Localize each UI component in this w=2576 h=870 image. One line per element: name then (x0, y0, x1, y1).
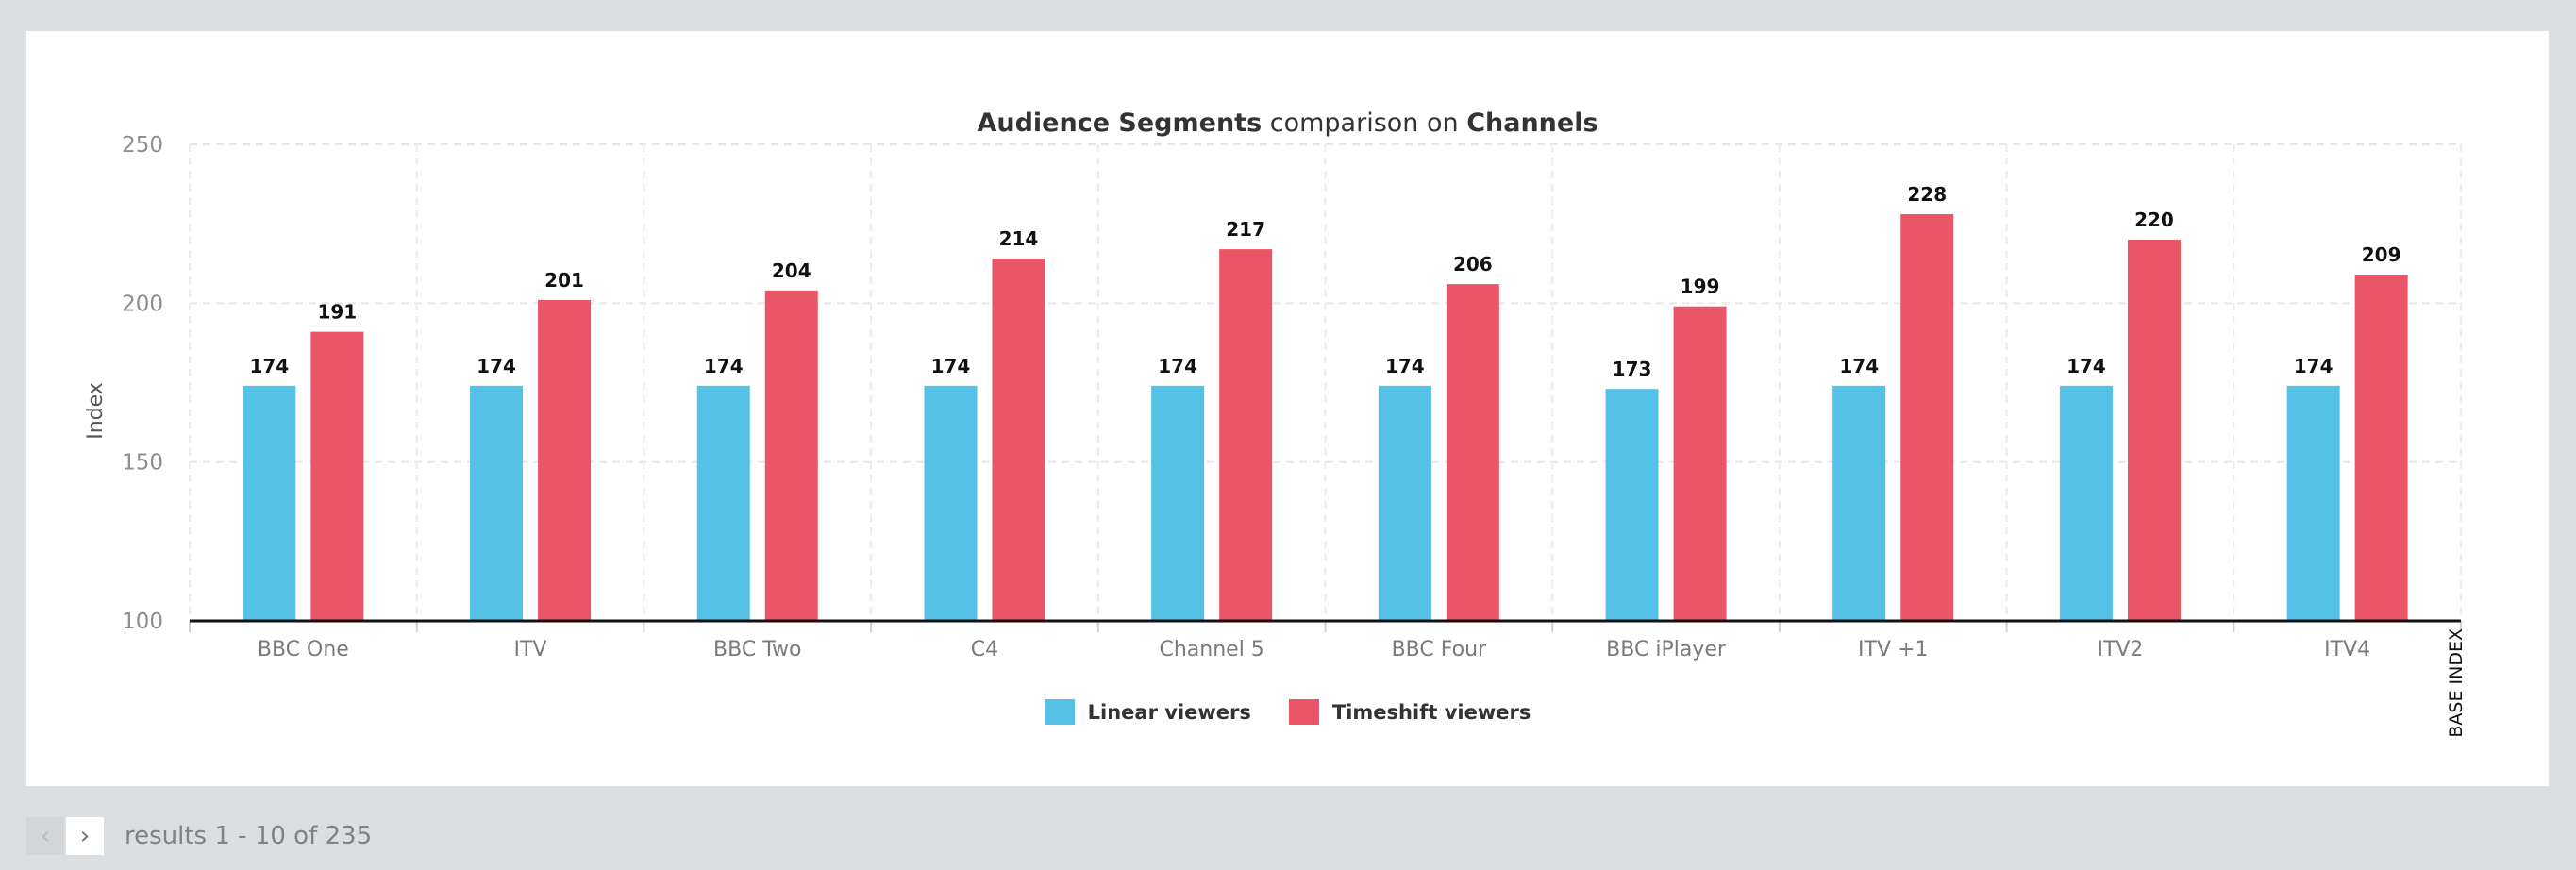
data-labels: 174 191 174 201 174 204 174 214 174 217 174 206 173 1… (249, 183, 2400, 380)
bar-value-label: 201 (544, 269, 584, 292)
bar-value-label: 174 (249, 355, 289, 377)
bar-value-label: 174 (2294, 355, 2333, 377)
legend-item-linear[interactable]: Linear viewers (1044, 699, 1251, 725)
y-tick-label: 100 (122, 610, 163, 634)
bar-linear[interactable] (924, 385, 978, 621)
bar-value-label: 174 (2066, 355, 2106, 377)
chart-title-part-1: Audience Segments (977, 109, 1263, 138)
chart-title-part-2: comparison on (1262, 109, 1467, 138)
chevron-right-icon: › (79, 822, 91, 850)
x-tick-label: ITV +1 (1858, 638, 1928, 661)
bar-value-label: 220 (2134, 209, 2174, 231)
legend-swatch-linear (1044, 699, 1075, 725)
bar-linear[interactable] (2059, 385, 2113, 621)
chevron-left-icon: ‹ (40, 822, 51, 850)
previous-page-button[interactable]: ‹ (26, 817, 64, 855)
x-tick-label: Channel 5 (1159, 638, 1263, 661)
y-tick-label: 250 (122, 133, 163, 158)
legend-swatch-timeshift (1288, 699, 1319, 725)
bar-value-label: 204 (772, 259, 811, 282)
x-tick-label: BBC One (258, 638, 349, 661)
bar-linear[interactable] (470, 385, 524, 621)
bar-value-label: 174 (1839, 355, 1879, 377)
bar-timeshift[interactable] (1219, 249, 1273, 621)
grid-lines (189, 143, 2462, 621)
chart-title: Audience Segments comparison on Channels (26, 109, 2549, 138)
bar-linear[interactable] (1832, 385, 1886, 621)
axes: 100 150 200 250 BBC One ITV BBC Two C4 Channel 5… (84, 133, 2467, 738)
bar-value-label: 214 (999, 227, 1039, 250)
bar-linear[interactable] (696, 385, 750, 621)
bar-value-label: 209 (2362, 243, 2401, 266)
x-tick-label: BBC Four (1392, 638, 1487, 661)
chart-card: Audience Segments comparison on Channels… (26, 31, 2549, 786)
bar-linear[interactable] (1378, 385, 1431, 621)
bar-value-label: 174 (477, 355, 516, 377)
pagination: ‹ › results 1 - 10 of 235 (26, 817, 372, 855)
bars (243, 214, 2408, 622)
chart-legend: Linear viewers Timeshift viewers (26, 699, 2549, 725)
x-tick-label: BBC iPlayer (1606, 638, 1727, 661)
bar-timeshift[interactable] (1900, 214, 1954, 622)
bar-value-label: 174 (1385, 355, 1425, 377)
legend-item-timeshift[interactable]: Timeshift viewers (1288, 699, 1531, 725)
x-tick-label: ITV (514, 638, 547, 661)
results-count: results 1 - 10 of 235 (125, 822, 373, 850)
bar-timeshift[interactable] (1673, 306, 1727, 621)
bar-value-label: 217 (1226, 218, 1265, 241)
bar-value-label: 228 (1907, 183, 1947, 206)
bar-value-label: 206 (1453, 253, 1493, 276)
bar-chart: 1741911742011742041742141742171742061731… (84, 133, 2467, 738)
y-tick-label: 150 (122, 451, 163, 476)
bar-timeshift[interactable] (764, 290, 818, 621)
bar-value-label: 174 (931, 355, 971, 377)
y-tick-label: 200 (122, 292, 163, 316)
bar-timeshift[interactable] (992, 259, 1045, 621)
bar-timeshift[interactable] (1446, 284, 1499, 621)
bar-timeshift[interactable] (538, 299, 592, 621)
bar-linear[interactable] (1151, 385, 1205, 621)
bar-value-label: 173 (1613, 358, 1652, 380)
bar-linear[interactable] (243, 385, 296, 621)
bar-linear[interactable] (1605, 389, 1659, 621)
x-tick-label: C4 (971, 638, 998, 661)
bar-timeshift[interactable] (310, 331, 364, 621)
bar-value-label: 174 (1158, 355, 1197, 377)
bar-value-label: 199 (1681, 276, 1720, 298)
bar-timeshift[interactable] (2127, 240, 2181, 621)
bar-value-label: 174 (704, 355, 744, 377)
legend-label-linear: Linear viewers (1087, 700, 1251, 724)
bar-linear[interactable] (2286, 385, 2340, 621)
y-axis-title: Index (84, 382, 108, 440)
x-tick-label: BBC Two (713, 638, 801, 661)
next-page-button[interactable]: › (66, 817, 104, 855)
chart-title-part-3: Channels (1466, 109, 1598, 138)
bar-value-label: 191 (317, 301, 357, 324)
base-index-label: BASE INDEX (2446, 628, 2467, 738)
legend-label-timeshift: Timeshift viewers (1331, 700, 1531, 724)
bar-timeshift[interactable] (2354, 275, 2408, 621)
x-tick-label: ITV4 (2324, 638, 2370, 661)
x-tick-label: ITV2 (2097, 638, 2143, 661)
